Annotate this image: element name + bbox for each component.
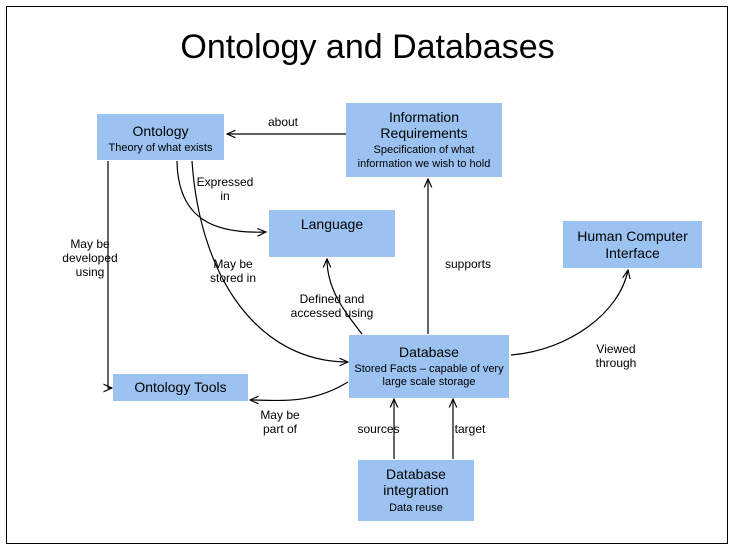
node-ontology-tools: Ontology Tools [113, 374, 248, 401]
node-database-integration-subtitle: Data reuse [358, 502, 474, 515]
edge-label-sources: sources [351, 423, 406, 437]
edge-label-may-be-developed-using: May bedevelopedusing [55, 238, 125, 279]
node-database-subtitle: Stored Facts – capable of very large sca… [349, 363, 509, 389]
node-database-integration: Databaseintegration Data reuse [358, 460, 474, 521]
node-hci: Human ComputerInterface [563, 221, 702, 268]
node-ontology-subtitle: Theory of what exists [97, 142, 224, 155]
node-database: Database Stored Facts – capable of very … [349, 335, 509, 398]
node-ontology-title: Ontology [97, 123, 224, 139]
edge-label-target: target [445, 423, 495, 437]
node-ontology: Ontology Theory of what exists [97, 114, 224, 160]
node-information-requirements-subtitle: Specification of what information we wis… [346, 144, 502, 170]
edge-label-may-be-part-of: May bepart of [250, 409, 310, 437]
node-language-title: Language [269, 216, 395, 232]
edge-label-supports: supports [438, 258, 498, 272]
node-hci-title: Human ComputerInterface [563, 228, 702, 260]
page-title: Ontology and Databases [0, 28, 735, 67]
edge-label-about: about [258, 116, 308, 130]
node-database-integration-title: Databaseintegration [358, 466, 474, 498]
edge-label-viewed-through: Viewedthrough [581, 343, 651, 371]
node-information-requirements-title: InformationRequirements [346, 109, 502, 141]
node-database-title: Database [349, 344, 509, 360]
node-language: Language [269, 210, 395, 257]
edge-label-may-be-stored-in: May bestored in [198, 258, 268, 286]
node-information-requirements: InformationRequirements Specification of… [346, 103, 502, 177]
edge-label-expressed-in: Expressedin [190, 176, 260, 204]
node-ontology-tools-title: Ontology Tools [113, 379, 248, 395]
edge-label-defined-accessed: Defined andaccessed using [282, 293, 382, 321]
